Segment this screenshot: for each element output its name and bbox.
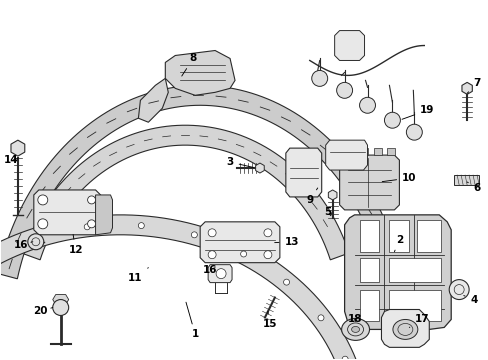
Circle shape <box>311 71 327 86</box>
Polygon shape <box>386 148 395 155</box>
Text: 19: 19 <box>401 105 434 119</box>
Text: 8: 8 <box>182 54 197 76</box>
Circle shape <box>342 356 347 360</box>
Circle shape <box>406 124 422 140</box>
Polygon shape <box>349 148 357 155</box>
Circle shape <box>138 222 144 229</box>
Text: 15: 15 <box>262 311 277 329</box>
Polygon shape <box>339 155 399 210</box>
Circle shape <box>38 219 48 229</box>
Polygon shape <box>200 222 279 263</box>
Circle shape <box>208 251 216 259</box>
Polygon shape <box>165 50 235 95</box>
Circle shape <box>216 269 225 279</box>
Polygon shape <box>138 78 168 122</box>
Polygon shape <box>359 220 379 252</box>
Polygon shape <box>388 258 440 282</box>
Circle shape <box>264 229 271 237</box>
Text: 14: 14 <box>3 155 18 165</box>
Polygon shape <box>255 163 264 173</box>
Text: 9: 9 <box>305 188 317 205</box>
Circle shape <box>191 232 197 238</box>
Circle shape <box>359 97 375 113</box>
Circle shape <box>28 234 44 250</box>
Circle shape <box>208 229 216 237</box>
Circle shape <box>87 196 95 204</box>
Circle shape <box>53 300 68 315</box>
Polygon shape <box>334 31 364 60</box>
Polygon shape <box>327 190 336 200</box>
Circle shape <box>84 224 90 230</box>
Polygon shape <box>453 175 478 185</box>
Polygon shape <box>374 148 382 155</box>
Ellipse shape <box>351 327 359 332</box>
Text: 2: 2 <box>394 235 402 252</box>
Text: 5: 5 <box>324 207 331 217</box>
Circle shape <box>87 220 95 228</box>
Polygon shape <box>388 220 408 252</box>
Polygon shape <box>0 85 406 299</box>
Text: 13: 13 <box>274 237 299 247</box>
Circle shape <box>38 195 48 205</box>
Circle shape <box>336 82 352 98</box>
Text: 18: 18 <box>346 314 361 324</box>
Circle shape <box>283 279 289 285</box>
Polygon shape <box>416 220 440 252</box>
Ellipse shape <box>341 319 369 340</box>
Text: 4: 4 <box>463 294 477 305</box>
Circle shape <box>317 315 324 321</box>
Text: 17: 17 <box>408 314 429 328</box>
Polygon shape <box>53 294 68 305</box>
Polygon shape <box>285 148 321 197</box>
Polygon shape <box>95 195 112 235</box>
Text: 10: 10 <box>382 173 416 183</box>
Polygon shape <box>34 190 101 235</box>
Polygon shape <box>344 215 450 329</box>
Text: 11: 11 <box>128 268 148 283</box>
Polygon shape <box>11 140 25 156</box>
Text: 16: 16 <box>203 265 217 275</box>
Polygon shape <box>208 265 232 283</box>
Polygon shape <box>388 289 440 321</box>
Text: 7: 7 <box>466 78 480 93</box>
Polygon shape <box>359 289 379 321</box>
Text: 12: 12 <box>68 234 83 255</box>
Polygon shape <box>461 82 471 94</box>
Text: 6: 6 <box>466 182 480 193</box>
Circle shape <box>264 251 271 259</box>
Polygon shape <box>0 215 368 360</box>
Circle shape <box>448 280 468 300</box>
Polygon shape <box>381 310 428 347</box>
Polygon shape <box>21 125 348 260</box>
Circle shape <box>32 235 38 241</box>
Ellipse shape <box>392 319 417 339</box>
Text: 16: 16 <box>14 240 33 250</box>
Polygon shape <box>325 140 367 170</box>
Circle shape <box>240 251 246 257</box>
Polygon shape <box>359 258 379 282</box>
Text: 20: 20 <box>34 306 53 316</box>
Text: 1: 1 <box>185 302 199 339</box>
Polygon shape <box>359 148 367 155</box>
Circle shape <box>384 112 400 128</box>
Text: 3: 3 <box>226 157 253 167</box>
